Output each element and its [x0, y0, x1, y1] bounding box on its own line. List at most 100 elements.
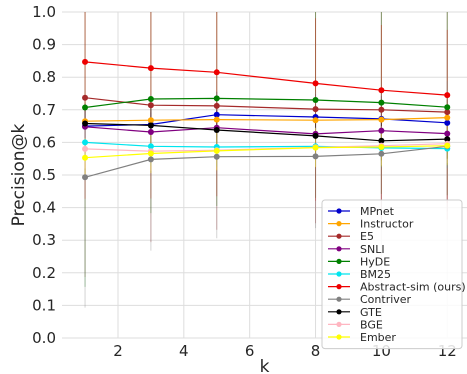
instructor-line [84, 117, 448, 122]
e5-point [378, 106, 385, 113]
contriver-point [147, 156, 154, 163]
x-tick-label: 6 [245, 342, 255, 360]
abstract-sim-ours-point [213, 69, 220, 76]
gte-point [213, 127, 220, 134]
gte-point [444, 136, 451, 143]
legend-label: Abstract-sim (ours) [360, 281, 466, 294]
contriver-point [213, 153, 220, 160]
instructor-point [312, 117, 319, 124]
legend-label: Instructor [360, 218, 414, 231]
y-tick-label: 0.3 [32, 231, 56, 249]
abstract-sim-ours-line [84, 61, 448, 96]
x-tick-label: 8 [311, 342, 321, 360]
legend-marker [336, 284, 342, 290]
legend-marker [336, 208, 342, 214]
hyde-point [312, 97, 319, 104]
hyde-point [82, 104, 89, 111]
legend-label: Ember [360, 331, 396, 344]
y-tick-label: 0.8 [32, 68, 56, 86]
abstract-sim-ours-point [378, 87, 385, 94]
snli-point [147, 128, 154, 135]
contriver-line [84, 145, 448, 178]
legend-label: BGE [360, 318, 383, 331]
abstract-sim-ours-point [312, 80, 319, 87]
legend-label: SNLI [360, 243, 385, 256]
gte-line [84, 122, 448, 142]
bm25-line [84, 141, 448, 150]
snli-line [84, 126, 448, 135]
legend-marker [336, 321, 342, 327]
legend-box [321, 199, 463, 350]
legend-label: HyDE [360, 255, 390, 268]
tick-labels: 0.00.10.20.30.40.50.60.70.80.91.02 4 6 8 10 1… [32, 3, 457, 360]
ember-point [82, 154, 89, 161]
grid [62, 11, 467, 339]
gte-point [147, 122, 154, 129]
legend-label: BM25 [360, 268, 391, 281]
x-axis-label: k [260, 357, 270, 374]
y-tick-label: 0.9 [32, 36, 56, 54]
legend: MPnetInstructorE5SNLIHyDEBM25Abstract-si… [321, 199, 466, 350]
e5-point [312, 106, 319, 113]
y-tick-label: 0.6 [32, 133, 56, 151]
bm25-point [147, 143, 154, 150]
y-axis-label: Precision@k [9, 123, 29, 226]
e5-line [84, 97, 448, 113]
ember-point [147, 150, 154, 157]
instructor-point [444, 114, 451, 121]
series-markers [82, 58, 451, 181]
legend-label: GTE [360, 306, 382, 319]
hyde-point [213, 95, 220, 102]
snli-point [444, 130, 451, 137]
gte-point [378, 137, 385, 144]
x-tick-label: 4 [179, 342, 189, 360]
gte-point [82, 120, 89, 127]
legend-marker [336, 334, 342, 340]
instructor-point [147, 117, 154, 124]
ember-point [378, 143, 385, 150]
mpnet-point [444, 119, 451, 126]
hyde-point [444, 104, 451, 111]
bge-point [82, 145, 89, 152]
legend-marker [336, 246, 342, 252]
ember-point [312, 144, 319, 151]
instructor-point [213, 116, 220, 123]
legend-marker [336, 233, 342, 239]
legend-label: MPnet [360, 205, 395, 218]
hyde-point [147, 96, 154, 103]
legend-marker [336, 258, 342, 264]
ember-line [84, 145, 448, 159]
abstract-sim-ours-point [147, 65, 154, 72]
series-lines [84, 61, 448, 178]
contriver-point [312, 153, 319, 160]
contriver-point [82, 174, 89, 181]
legend-label: E5 [360, 230, 374, 243]
gte-point [312, 132, 319, 139]
x-tick-label: 2 [113, 342, 123, 360]
abstract-sim-ours-point [444, 92, 451, 99]
legend-label: Contriver [360, 293, 412, 306]
legend-marker [336, 221, 342, 227]
y-tick-label: 0.2 [32, 264, 56, 282]
abstract-sim-ours-point [82, 58, 89, 65]
legend-marker [336, 271, 342, 277]
legend-marker [336, 309, 342, 315]
y-tick-label: 0.0 [32, 329, 56, 347]
y-tick-label: 0.7 [32, 101, 56, 119]
e5-point [82, 94, 89, 101]
legend-marker [336, 296, 342, 302]
hyde-line [84, 97, 448, 109]
e5-point [213, 102, 220, 109]
snli-point [378, 127, 385, 134]
instructor-point [378, 116, 385, 123]
mpnet-point [213, 111, 220, 118]
bm25-point [82, 139, 89, 146]
ember-point [213, 147, 220, 154]
y-tick-label: 1.0 [32, 3, 56, 21]
y-tick-label: 0.5 [32, 166, 56, 184]
e5-point [147, 102, 154, 109]
hyde-point [378, 99, 385, 106]
y-tick-label: 0.1 [32, 296, 56, 314]
contriver-point [378, 150, 385, 157]
